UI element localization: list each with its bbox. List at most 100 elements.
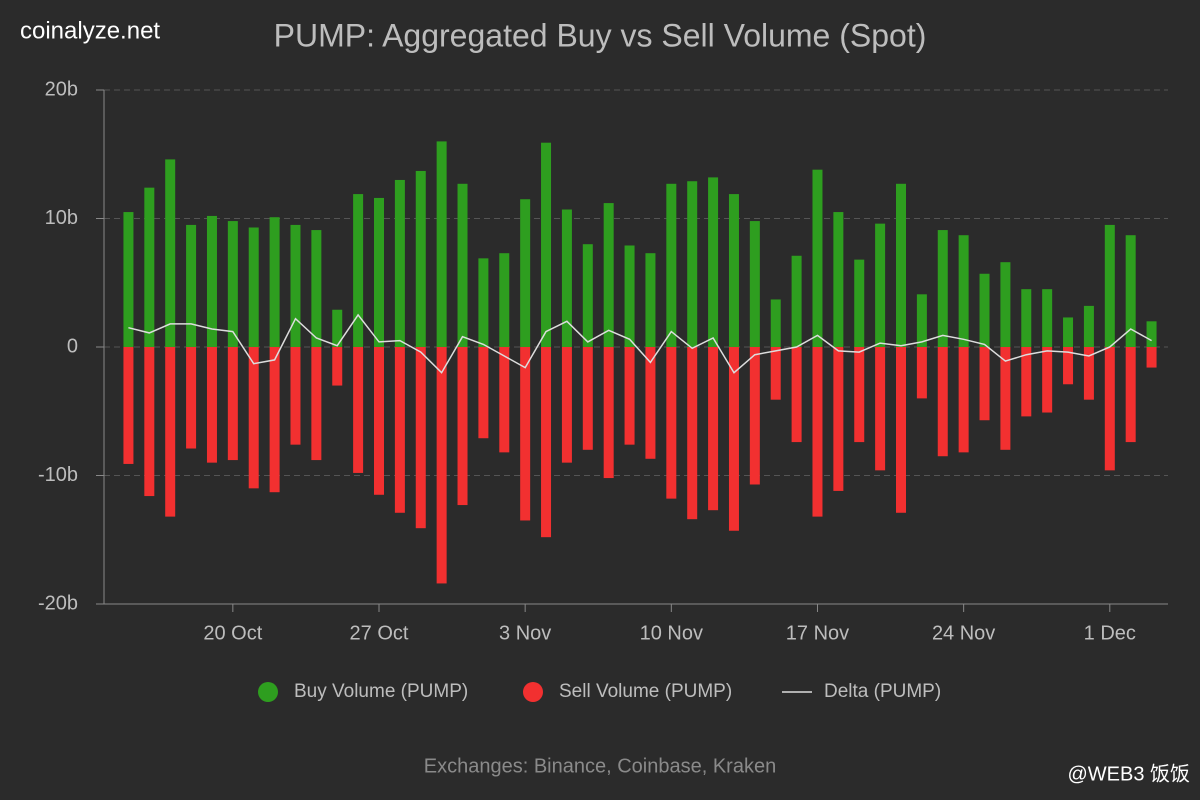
bar (958, 347, 969, 453)
bar (896, 347, 906, 513)
bar (206, 347, 217, 463)
watermark: @WEB3 饭饭 (1067, 762, 1190, 785)
bar (937, 347, 948, 457)
x-tick-label: 10 Nov (640, 622, 703, 644)
bar (311, 230, 322, 347)
legend-label: Delta (PUMP) (824, 681, 941, 702)
bar (708, 347, 719, 511)
brand: coinalyze.net (20, 17, 160, 44)
chart-title: PUMP: Aggregated Buy vs Sell Volume (Spo… (274, 17, 927, 53)
bar (854, 347, 865, 443)
bar (603, 203, 614, 347)
bar (645, 253, 656, 347)
bar (791, 347, 802, 443)
bar (916, 294, 927, 347)
bar (353, 347, 364, 473)
bar (624, 347, 635, 445)
bar (561, 209, 572, 347)
bar (1021, 289, 1032, 347)
bar (645, 347, 656, 459)
bar (561, 347, 572, 463)
bar (248, 227, 259, 347)
bar (144, 187, 155, 347)
bar (1146, 321, 1157, 347)
bar (186, 347, 197, 449)
bar (728, 347, 739, 531)
bar (123, 212, 134, 347)
bar (269, 217, 280, 347)
bar (394, 179, 405, 347)
bar (436, 141, 447, 347)
bar (1125, 235, 1136, 347)
bar (582, 347, 593, 450)
bar (687, 181, 698, 347)
bar (666, 183, 677, 347)
bar (937, 230, 948, 347)
bar (227, 347, 238, 461)
bar (206, 215, 217, 347)
bar (374, 347, 384, 495)
bar (1042, 289, 1053, 347)
bar (332, 347, 343, 386)
bar (227, 221, 238, 347)
bar (812, 169, 823, 347)
legend-swatch (258, 682, 278, 702)
delta-line (128, 313, 1152, 374)
bar (353, 194, 364, 347)
bar (749, 347, 760, 485)
bar (541, 142, 552, 347)
bar (144, 347, 155, 497)
x-tick-label: 24 Nov (932, 622, 995, 644)
bar (478, 347, 489, 439)
bar (290, 347, 301, 445)
bar (770, 347, 781, 400)
bar (520, 199, 531, 347)
bar (687, 347, 698, 520)
bar (1104, 224, 1115, 347)
bar (791, 255, 802, 347)
bar (1125, 347, 1136, 443)
bar (916, 347, 927, 399)
bar (290, 224, 301, 347)
bar (1042, 347, 1053, 413)
bar (165, 347, 176, 517)
bar (770, 299, 781, 347)
bar (1146, 347, 1157, 368)
legend-swatch (523, 682, 543, 702)
bar (1104, 347, 1115, 471)
bar (603, 347, 614, 479)
y-tick-label: 0 (67, 335, 78, 357)
bar (1021, 347, 1032, 417)
bar (436, 347, 447, 584)
bar (666, 347, 677, 499)
bar (478, 258, 489, 347)
legend-label: Buy Volume (PUMP) (294, 681, 468, 702)
legend-label: Sell Volume (PUMP) (559, 681, 732, 702)
bar (499, 253, 510, 347)
bar (520, 347, 531, 521)
y-tick-label: 10b (45, 207, 78, 229)
bar (541, 347, 552, 538)
bar (457, 183, 468, 347)
bar (854, 259, 865, 347)
bar (248, 347, 259, 489)
x-tick-label: 20 Oct (203, 622, 262, 644)
bar (415, 347, 426, 529)
bar (1063, 317, 1074, 347)
bar (979, 273, 990, 347)
y-tick-label: -20b (38, 592, 78, 614)
bar (875, 223, 886, 347)
bar (394, 347, 405, 513)
bar (1000, 262, 1011, 347)
footnote: Exchanges: Binance, Coinbase, Kraken (424, 755, 776, 777)
bar (165, 159, 176, 347)
bar (499, 347, 510, 453)
bar (332, 309, 343, 347)
bar (1083, 347, 1094, 400)
bar (708, 177, 719, 347)
bar (186, 224, 197, 347)
bar (123, 347, 134, 464)
bar (1083, 305, 1094, 347)
bar (311, 347, 322, 461)
